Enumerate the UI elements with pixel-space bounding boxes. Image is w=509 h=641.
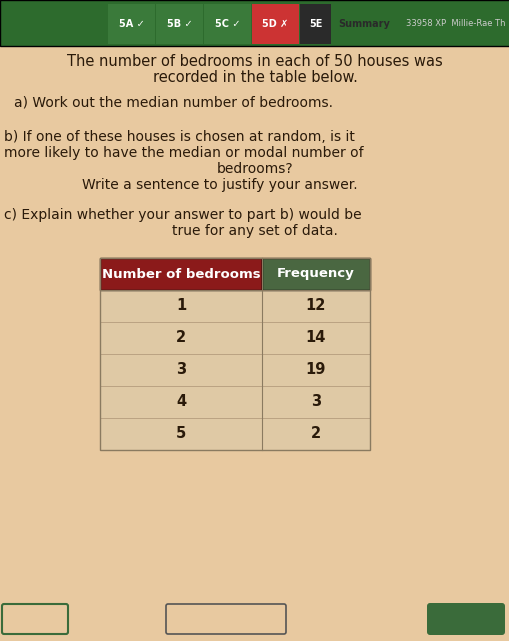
FancyBboxPatch shape bbox=[262, 258, 369, 290]
Text: c) Explain whether your answer to part b) would be: c) Explain whether your answer to part b… bbox=[4, 208, 361, 222]
Text: 5B ✓: 5B ✓ bbox=[166, 19, 192, 29]
Text: 3: 3 bbox=[310, 394, 321, 410]
Text: 2: 2 bbox=[310, 426, 321, 442]
Text: 5C ✓: 5C ✓ bbox=[214, 19, 240, 29]
Text: 14: 14 bbox=[305, 331, 326, 345]
Text: true for any set of data.: true for any set of data. bbox=[172, 224, 337, 238]
FancyBboxPatch shape bbox=[156, 4, 203, 44]
Text: bedrooms?: bedrooms? bbox=[216, 162, 293, 176]
FancyBboxPatch shape bbox=[100, 354, 369, 386]
Text: 19: 19 bbox=[305, 363, 326, 378]
FancyBboxPatch shape bbox=[100, 322, 369, 354]
Text: 3: 3 bbox=[176, 363, 186, 378]
FancyBboxPatch shape bbox=[0, 0, 509, 46]
FancyBboxPatch shape bbox=[426, 603, 504, 635]
FancyBboxPatch shape bbox=[165, 604, 286, 634]
Text: recorded in the table below.: recorded in the table below. bbox=[152, 70, 357, 85]
Text: 12: 12 bbox=[305, 299, 326, 313]
Text: 2: 2 bbox=[176, 331, 186, 345]
Text: more likely to have the median or modal number of: more likely to have the median or modal … bbox=[4, 146, 363, 160]
FancyBboxPatch shape bbox=[204, 4, 250, 44]
Text: ■■ Watch video: ■■ Watch video bbox=[179, 614, 272, 624]
FancyBboxPatch shape bbox=[100, 258, 262, 290]
Text: 5D ✗: 5D ✗ bbox=[262, 19, 288, 29]
Text: The number of bedrooms in each of 50 houses was: The number of bedrooms in each of 50 hou… bbox=[67, 54, 442, 69]
FancyBboxPatch shape bbox=[299, 4, 330, 44]
FancyBboxPatch shape bbox=[100, 418, 369, 450]
Text: 5E: 5E bbox=[308, 19, 322, 29]
FancyBboxPatch shape bbox=[2, 604, 68, 634]
FancyBboxPatch shape bbox=[108, 4, 155, 44]
Text: 5: 5 bbox=[176, 426, 186, 442]
Text: Summary: Summary bbox=[337, 19, 389, 29]
Text: 33958 XP  Millie-Rae Th: 33958 XP Millie-Rae Th bbox=[406, 19, 505, 28]
FancyBboxPatch shape bbox=[251, 4, 298, 44]
Text: 1: 1 bbox=[176, 299, 186, 313]
Text: 5A ✓: 5A ✓ bbox=[119, 19, 144, 29]
Text: a) Work out the median number of bedrooms.: a) Work out the median number of bedroom… bbox=[14, 96, 332, 110]
Text: Write a sentence to justify your answer.: Write a sentence to justify your answer. bbox=[82, 178, 357, 192]
Text: ◄ evious: ◄ evious bbox=[9, 614, 62, 624]
Text: Number of bedrooms: Number of bedrooms bbox=[101, 267, 260, 281]
FancyBboxPatch shape bbox=[100, 290, 369, 322]
Text: b) If one of these houses is chosen at random, is it: b) If one of these houses is chosen at r… bbox=[4, 130, 354, 144]
FancyBboxPatch shape bbox=[100, 386, 369, 418]
Text: 4: 4 bbox=[176, 394, 186, 410]
Text: Frequency: Frequency bbox=[276, 267, 354, 281]
Text: Answer: Answer bbox=[440, 613, 490, 626]
